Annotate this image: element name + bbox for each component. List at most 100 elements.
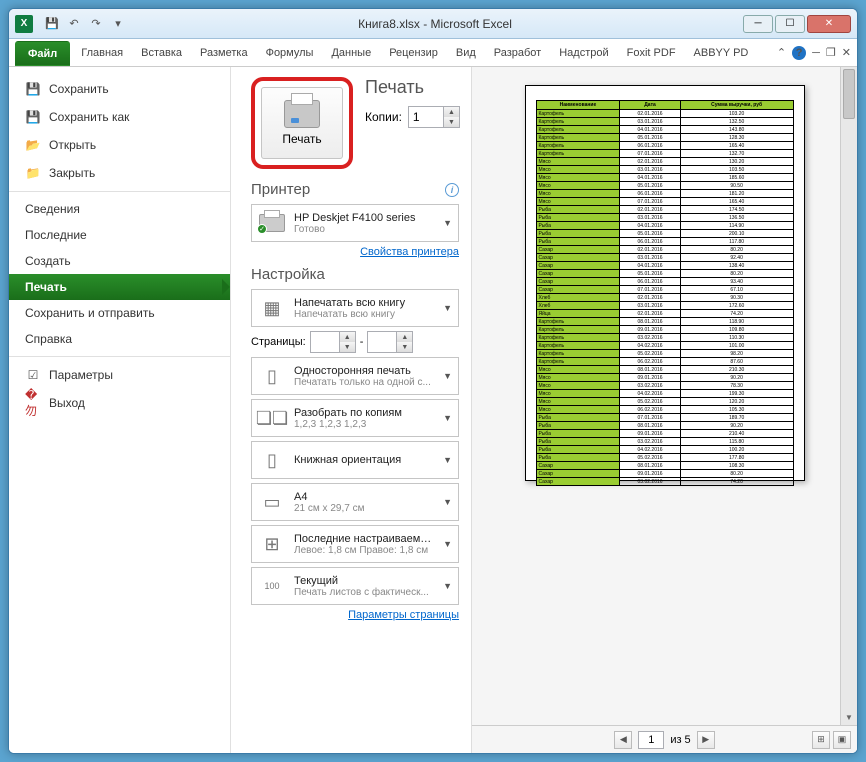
table-row: Сахар02.01.201680.20: [536, 246, 793, 254]
maximize-button[interactable]: ☐: [775, 15, 805, 33]
tab-рецензир[interactable]: Рецензир: [380, 39, 447, 66]
doc-close-icon[interactable]: ✕: [842, 46, 851, 59]
preview-th: Дата: [620, 101, 680, 110]
chevron-down-icon: ▼: [443, 497, 452, 507]
page-from-spinner[interactable]: ▲▼: [310, 331, 356, 353]
nav-saveas[interactable]: 💾Сохранить как: [9, 103, 230, 131]
portrait-icon: ▯: [258, 446, 286, 474]
up-icon[interactable]: ▲: [397, 332, 412, 342]
nav-exit[interactable]: �勿Выход: [9, 389, 230, 417]
table-row: Сахар08.01.2016108.30: [536, 462, 793, 470]
scaling-selector[interactable]: 100 Текущий Печать листов с фактическ...…: [251, 567, 459, 605]
table-row: Рыба02.01.2016174.50: [536, 206, 793, 214]
copies-down-icon[interactable]: ▼: [444, 117, 459, 127]
margins-sub: Левое: 1,8 см Правое: 1,8 см: [294, 545, 435, 556]
next-page-button[interactable]: ▶: [697, 731, 715, 749]
nav-options-label: Параметры: [49, 368, 113, 382]
table-row: Яйца02.01.201674.20: [536, 310, 793, 318]
qat-customize-icon[interactable]: ▾: [109, 15, 127, 33]
nav-recent[interactable]: Последние: [9, 222, 230, 248]
printer-small-icon: ✓: [259, 214, 285, 232]
print-what-selector[interactable]: ▦ Напечатать всю книгу Напечатать всю кн…: [251, 289, 459, 327]
tab-вставка[interactable]: Вставка: [132, 39, 191, 66]
printer-properties-link[interactable]: Свойства принтера: [251, 246, 459, 258]
table-row: Картофель05.01.2016128.30: [536, 134, 793, 142]
tab-данные[interactable]: Данные: [322, 39, 380, 66]
table-row: Рыба04.01.2016114.90: [536, 222, 793, 230]
sided-selector[interactable]: ▯ Односторонняя печать Печатать только н…: [251, 357, 459, 395]
tab-разметка[interactable]: Разметка: [191, 39, 257, 66]
margins-icon: ⊞: [258, 530, 286, 558]
page-setup-link[interactable]: Параметры страницы: [251, 609, 459, 621]
onesided-icon: ▯: [258, 362, 286, 390]
nav-open[interactable]: 📂Открыть: [9, 131, 230, 159]
orientation-selector[interactable]: ▯ Книжная ориентация ▼: [251, 441, 459, 479]
up-icon[interactable]: ▲: [340, 332, 355, 342]
nav-close[interactable]: 📁Закрыть: [9, 159, 230, 192]
table-row: Картофель03.02.2016110.30: [536, 334, 793, 342]
page-to-input[interactable]: [368, 335, 396, 349]
nav-save-label: Сохранить: [49, 82, 109, 96]
nav-share[interactable]: Сохранить и отправить: [9, 300, 230, 326]
print-what-title: Напечатать всю книгу: [294, 297, 435, 309]
close-button[interactable]: ✕: [807, 15, 851, 33]
tab-надстрой[interactable]: Надстрой: [550, 39, 617, 66]
nav-recent-label: Последние: [25, 228, 87, 242]
exit-icon: �勿: [25, 395, 41, 411]
nav-options[interactable]: ☑Параметры: [9, 361, 230, 389]
printer-icon: [284, 100, 320, 128]
pages-separator: -: [360, 336, 364, 348]
table-row: Рыба09.01.2016210.40: [536, 430, 793, 438]
page-from-input[interactable]: [311, 335, 339, 349]
doc-restore-icon[interactable]: ❐: [826, 46, 836, 59]
copies-spinner[interactable]: ▲▼: [408, 106, 460, 128]
table-row: Мясо03.01.2016103.50: [536, 166, 793, 174]
papersize-selector[interactable]: ▭ A4 21 см x 29,7 см ▼: [251, 483, 459, 521]
print-button[interactable]: Печать: [261, 87, 343, 159]
copies-up-icon[interactable]: ▲: [444, 107, 459, 117]
qat-undo-icon[interactable]: ↶: [65, 15, 83, 33]
ribbon-minimize-icon[interactable]: ⌃: [777, 46, 786, 59]
qat-save-icon[interactable]: 💾: [43, 15, 61, 33]
help-icon[interactable]: ?: [792, 46, 806, 60]
nav-close-label: Закрыть: [49, 166, 95, 180]
table-row: Рыба04.02.2016100.20: [536, 446, 793, 454]
backstage: 💾Сохранить 💾Сохранить как 📂Открыть 📁Закр…: [9, 67, 857, 753]
tab-главная[interactable]: Главная: [72, 39, 132, 66]
print-content: Печать Печать Копии: ▲▼: [231, 67, 857, 753]
printer-selector[interactable]: ✓ HP Deskjet F4100 series Готово ▼: [251, 204, 459, 242]
current-page-input[interactable]: [638, 731, 664, 749]
down-icon[interactable]: ▼: [397, 342, 412, 352]
scroll-down-icon[interactable]: ▼: [841, 709, 857, 725]
copies-input[interactable]: [409, 110, 443, 124]
collate-selector[interactable]: ❏❏ Разобрать по копиям 1,2,3 1,2,3 1,2,3…: [251, 399, 459, 437]
nav-info[interactable]: Сведения: [9, 196, 230, 222]
table-row: Рыба03.01.2016136.50: [536, 214, 793, 222]
page-to-spinner[interactable]: ▲▼: [367, 331, 413, 353]
margins-selector[interactable]: ⊞ Последние настраиваемые ... Левое: 1,8…: [251, 525, 459, 563]
down-icon[interactable]: ▼: [340, 342, 355, 352]
tab-file[interactable]: Файл: [15, 41, 70, 66]
preview-vertical-scrollbar[interactable]: ▲ ▼: [840, 67, 857, 725]
doc-minimize-icon[interactable]: ─: [812, 47, 820, 59]
table-row: Картофель06.01.2016165.40: [536, 142, 793, 150]
tab-abbyy pd[interactable]: ABBYY PD: [685, 39, 758, 66]
scroll-thumb[interactable]: [843, 69, 855, 119]
nav-print[interactable]: Печать: [9, 274, 230, 300]
nav-save[interactable]: 💾Сохранить: [9, 75, 230, 103]
printer-info-icon[interactable]: i: [445, 183, 459, 197]
tab-вид[interactable]: Вид: [447, 39, 485, 66]
tab-формулы[interactable]: Формулы: [257, 39, 323, 66]
table-row: Сахар03.01.201692.40: [536, 254, 793, 262]
qat-redo-icon[interactable]: ↷: [87, 15, 105, 33]
tab-foxit pdf[interactable]: Foxit PDF: [618, 39, 685, 66]
show-margins-button[interactable]: ⊞: [812, 731, 830, 749]
nav-help[interactable]: Справка: [9, 326, 230, 357]
zoom-page-button[interactable]: ▣: [833, 731, 851, 749]
minimize-button[interactable]: ─: [743, 15, 773, 33]
tab-разработ[interactable]: Разработ: [485, 39, 550, 66]
nav-new[interactable]: Создать: [9, 248, 230, 274]
prev-page-button[interactable]: ◀: [614, 731, 632, 749]
pages-label: Страницы:: [251, 336, 306, 348]
app-icon: X: [15, 15, 33, 33]
